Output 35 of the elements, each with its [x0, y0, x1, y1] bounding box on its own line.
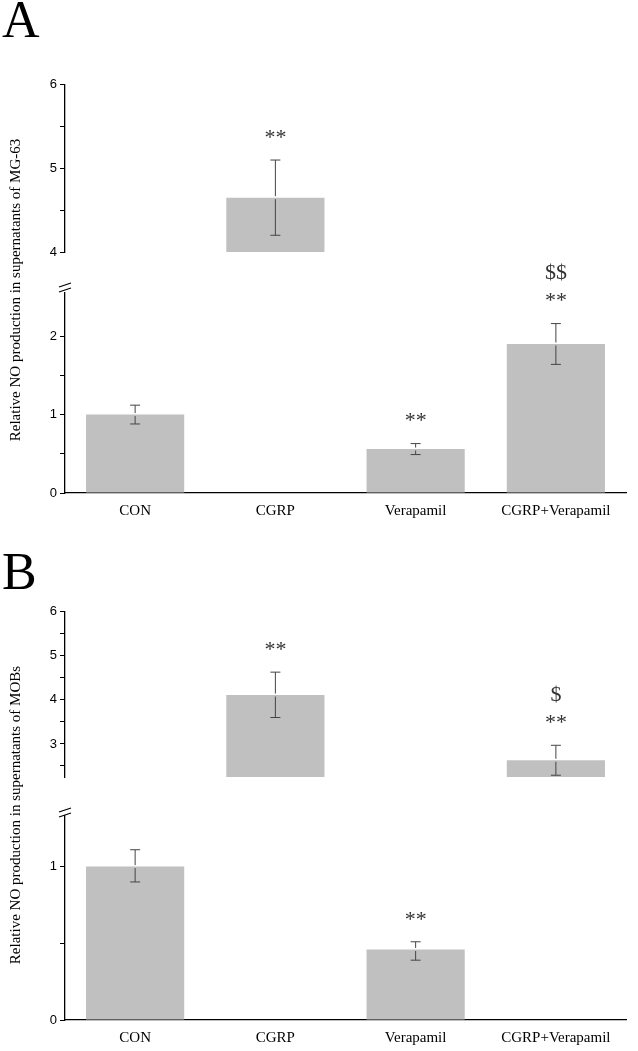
chart-title: B	[2, 543, 37, 600]
y-tick-label: 5	[49, 159, 57, 175]
y-axis-title: Relative NO production in supernatants of MG-63	[6, 137, 24, 444]
annotation: $	[550, 681, 562, 707]
annotation: **	[544, 287, 567, 313]
bar	[506, 343, 605, 493]
y-tick-label: 4	[49, 691, 57, 707]
annotation: **	[404, 407, 427, 433]
y-tick-label: 0	[49, 484, 57, 500]
x-tick-label: Verapamil	[384, 1028, 447, 1045]
annotation: **	[264, 123, 287, 149]
x-tick-label: CGRP+Verapamil	[501, 1028, 611, 1045]
bar	[366, 449, 465, 493]
y-tick-label: 3	[49, 735, 57, 751]
y-tick-label: 1	[49, 406, 57, 422]
y-tick-label: 6	[49, 603, 57, 619]
annotation: **	[544, 709, 567, 735]
bar	[86, 414, 185, 493]
y-tick-label: 6	[49, 76, 57, 92]
y-tick-label: 1	[49, 858, 57, 874]
x-tick-label: Verapamil	[384, 501, 447, 518]
y-tick-label: 0	[49, 1011, 57, 1027]
x-tick-label: CGRP+Verapamil	[501, 501, 611, 518]
annotation: **	[404, 905, 427, 931]
annotation: $$	[544, 259, 567, 285]
y-tick-label: 4	[49, 243, 57, 259]
annotation: **	[264, 635, 287, 661]
x-tick-label: CGRP	[255, 501, 295, 518]
x-tick-label: CGRP	[255, 1028, 295, 1045]
y-tick-label: 2	[49, 327, 57, 343]
x-tick-label: CON	[119, 501, 152, 518]
chart-title: A	[2, 0, 40, 48]
x-tick-label: CON	[119, 1028, 152, 1045]
y-tick-label: 5	[49, 647, 57, 663]
y-axis-title: Relative NO production in supernatants of MOBs	[7, 665, 23, 965]
